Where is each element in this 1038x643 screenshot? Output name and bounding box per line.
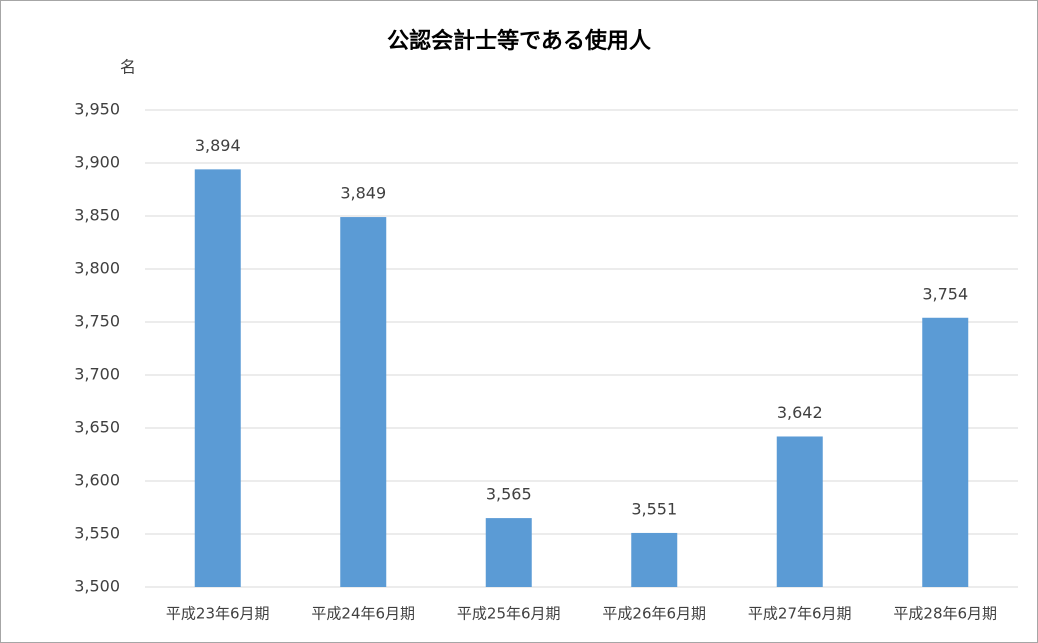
x-tick-label: 平成26年6月期	[602, 605, 706, 623]
y-tick-label: 3,600	[74, 471, 120, 490]
bar	[631, 532, 678, 587]
data-label: 3,565	[486, 485, 532, 504]
y-tick-label: 3,850	[74, 206, 120, 225]
bar	[776, 436, 823, 587]
chart-title: 公認会計士等である使用人	[387, 28, 651, 54]
data-label: 3,551	[631, 499, 677, 518]
y-tick-label: 3,700	[74, 365, 120, 384]
data-label: 3,754	[922, 284, 968, 303]
y-tick-label: 3,500	[74, 577, 120, 596]
y-tick-label: 3,800	[74, 259, 120, 278]
bar	[194, 169, 241, 588]
data-label: 3,642	[777, 403, 823, 422]
data-label: 3,894	[195, 136, 241, 155]
y-tick-label: 3,900	[74, 153, 120, 172]
x-tick-label: 平成25年6月期	[457, 605, 561, 623]
bar	[340, 217, 387, 587]
x-tick-label: 平成28年6月期	[893, 605, 997, 623]
y-tick-label: 3,950	[74, 100, 120, 119]
bar	[485, 518, 532, 587]
y-tick-label: 3,650	[74, 418, 120, 437]
bar	[922, 317, 969, 587]
x-tick-label: 平成27年6月期	[748, 605, 852, 623]
y-tick-label: 3,550	[74, 524, 120, 543]
data-label: 3,849	[340, 184, 386, 203]
x-tick-label: 平成23年6月期	[166, 605, 270, 623]
y-axis-label: 名	[120, 58, 136, 77]
x-tick-label: 平成24年6月期	[311, 605, 415, 623]
y-tick-label: 3,750	[74, 312, 120, 331]
